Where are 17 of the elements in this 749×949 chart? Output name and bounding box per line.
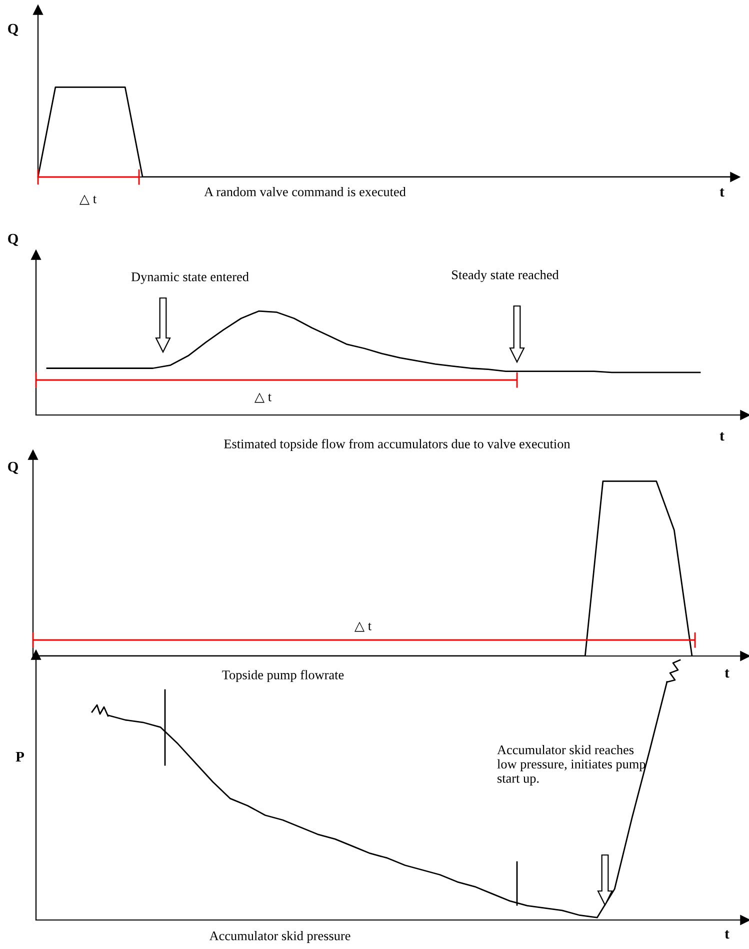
- text: Accumulator skid pressure: [209, 931, 350, 943]
- y-axis-title: Q: [8, 24, 18, 36]
- text: Dynamic state entered: [131, 272, 249, 284]
- annotation: △ t: [254, 392, 272, 403]
- x-axis-title: t: [724, 930, 730, 939]
- y-axis-title: Q: [8, 234, 18, 246]
- text: △ t: [79, 194, 96, 205]
- annotation: Topside pump flowrate: [222, 670, 344, 682]
- x-axis-title: t: [720, 432, 724, 441]
- y-axis-title: P: [16, 752, 24, 762]
- y-axis-title: Q: [8, 462, 18, 474]
- text: Steady state reached: [452, 270, 559, 282]
- text: A random valve command is executed: [204, 187, 406, 196]
- x-axis-title: t: [724, 669, 730, 678]
- x-axis-title: t: [720, 188, 724, 197]
- annotation: △ t: [354, 622, 372, 632]
- text: Estimated topside flow from accumulators due to valve execution: [224, 438, 570, 452]
